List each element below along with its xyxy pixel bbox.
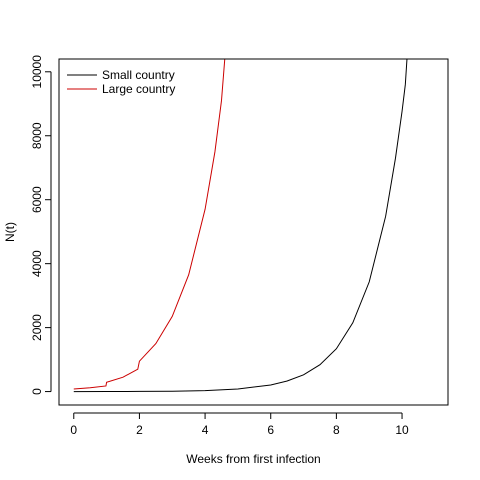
x-axis-title: Weeks from first infection	[186, 452, 320, 466]
x-tick-label: 4	[202, 423, 209, 437]
x-tick-label: 8	[333, 423, 340, 437]
y-axis-title: N(t)	[3, 222, 17, 242]
y-tick-label: 2000	[30, 314, 44, 341]
series-line-large-country	[73, 59, 226, 390]
x-axis: 0 2 4 6 8 10	[70, 412, 409, 437]
y-tick-label: 0	[30, 388, 44, 395]
y-tick-label: 8000	[30, 122, 44, 149]
y-axis: 0 2000 4000 6000 8000 10000	[30, 55, 52, 395]
x-tick-label: 0	[70, 423, 77, 437]
legend-label-small-country: Small country	[102, 68, 175, 82]
x-tick-label: 6	[267, 423, 274, 437]
plot-frame	[58, 58, 449, 406]
y-tick-label: 10000	[30, 55, 44, 89]
legend-label-large-country: Large country	[102, 82, 175, 96]
series-layer	[73, 59, 408, 393]
x-tick-label: 2	[136, 423, 143, 437]
legend: Small country Large country	[67, 68, 175, 96]
y-tick-label: 6000	[30, 186, 44, 213]
series-line-small-country	[73, 59, 408, 393]
x-tick-label: 10	[395, 423, 409, 437]
y-tick-label: 4000	[30, 250, 44, 277]
